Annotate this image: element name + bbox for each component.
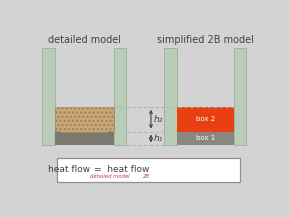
Text: =  heat flow: = heat flow (94, 165, 150, 174)
Text: h₁: h₁ (154, 134, 164, 143)
Bar (177, 107, 234, 132)
Polygon shape (108, 132, 114, 145)
Text: simplified 2B model: simplified 2B model (157, 35, 254, 45)
Text: h₂: h₂ (154, 115, 164, 124)
Text: detailed model: detailed model (90, 174, 130, 179)
Polygon shape (55, 132, 61, 145)
Bar (55, 107, 114, 132)
Bar (114, 48, 126, 145)
Bar (55, 132, 114, 145)
Bar (234, 48, 246, 145)
Text: detailed model: detailed model (48, 35, 121, 45)
Bar (177, 132, 234, 145)
Text: box 1: box 1 (195, 135, 215, 141)
Text: heat flow: heat flow (48, 165, 90, 174)
Text: box 2: box 2 (196, 116, 215, 122)
FancyBboxPatch shape (57, 158, 240, 182)
Bar (164, 48, 177, 145)
Bar (42, 48, 55, 145)
Text: 2B: 2B (143, 174, 150, 179)
